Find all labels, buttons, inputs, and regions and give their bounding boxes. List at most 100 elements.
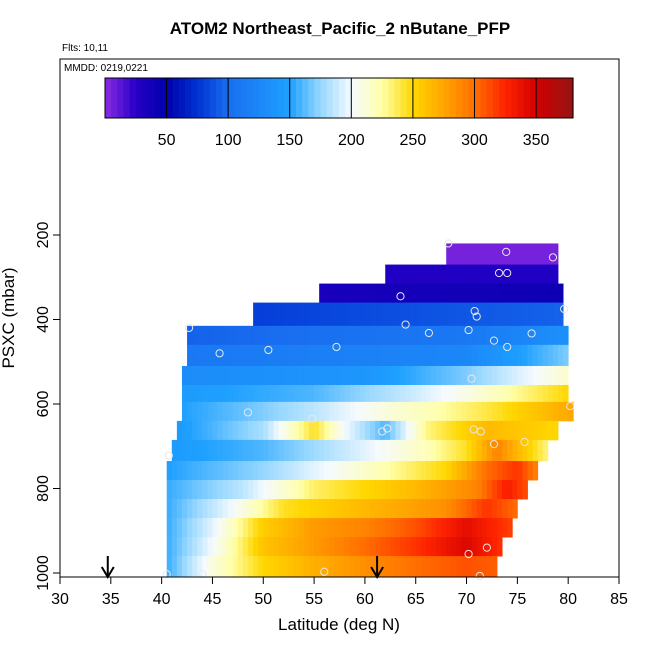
colorbar-segment (542, 78, 549, 118)
heatmap-cell (436, 302, 442, 327)
heatmap-cell (522, 283, 528, 303)
heatmap-cell (502, 283, 508, 303)
heatmap-cell (339, 401, 345, 422)
sample-point (502, 247, 511, 256)
heatmap-cell (364, 283, 371, 303)
heatmap-cell (344, 461, 351, 481)
heatmap-cell (319, 401, 325, 422)
heatmap-cell (354, 439, 361, 462)
x-tick-label: 45 (204, 591, 222, 608)
heatmap-cell (242, 537, 249, 557)
heatmap-cell (537, 365, 544, 386)
heatmap-cell (283, 344, 290, 367)
heatmap-cell (181, 439, 188, 462)
heatmap-cell (456, 264, 462, 284)
heatmap-cell (507, 302, 513, 327)
heatmap-cell (420, 344, 427, 367)
heatmap-cell (486, 518, 493, 538)
heatmap-cell (329, 537, 335, 557)
heatmap-cell (171, 537, 178, 557)
colorbar-segment (277, 78, 285, 118)
plot-frame (59, 58, 620, 578)
heatmap-cell (314, 573, 320, 578)
heatmap-cell (334, 573, 340, 578)
sample-point (320, 567, 329, 576)
heatmap-cell (441, 302, 447, 327)
heatmap-cell (181, 573, 188, 578)
heatmap-cell (268, 573, 274, 578)
heatmap-cell (400, 302, 406, 327)
heatmap-cell (253, 556, 259, 574)
heatmap-cell (334, 499, 340, 519)
heatmap-cell (420, 302, 427, 327)
heatmap-cell (273, 384, 279, 403)
heatmap-cell (369, 461, 376, 481)
heatmap-cell (430, 573, 437, 578)
heatmap-cell (430, 537, 437, 557)
heatmap-cell (237, 518, 244, 538)
heatmap-cell (446, 518, 452, 538)
heatmap-cell (319, 420, 325, 441)
heatmap-cell (542, 302, 549, 327)
heatmap-cell (451, 420, 457, 441)
heatmap-cell (405, 344, 412, 367)
heatmap-cell (197, 480, 203, 500)
heatmap-cell (324, 344, 330, 367)
heatmap-cell (436, 556, 442, 574)
heatmap-cell (293, 365, 300, 386)
heatmap-cell (212, 401, 218, 422)
heatmap-cell (502, 518, 508, 538)
heatmap-cell (502, 401, 508, 422)
sample-point (527, 329, 536, 338)
heatmap-cell (375, 384, 381, 403)
heatmap-cell (324, 302, 330, 327)
heatmap-cell (258, 573, 264, 578)
heatmap-cell (197, 365, 203, 386)
heatmap-cell (232, 344, 239, 367)
y-axis-label: PSXC (mbar) (0, 267, 18, 368)
heatmap-cell (349, 518, 356, 538)
heatmap-cell (502, 365, 508, 386)
heatmap-cell (497, 420, 503, 441)
heatmap-cell (298, 499, 305, 519)
heatmap-cell (217, 344, 224, 367)
heatmap-cell (369, 420, 376, 441)
heatmap-cell (227, 499, 234, 519)
heatmap-cell (242, 461, 249, 481)
heatmap-cell (369, 518, 376, 538)
heatmap-cell (380, 365, 386, 386)
heatmap-cell (466, 420, 473, 441)
heatmap-cell (380, 401, 386, 422)
heatmap-cell (497, 283, 503, 303)
heatmap-cell (263, 384, 269, 403)
sample-point (489, 440, 499, 449)
heatmap-cell (497, 401, 503, 422)
heatmap-cell (390, 499, 396, 519)
heatmap-cell (187, 384, 193, 403)
heatmap-cell (359, 461, 366, 481)
heatmap-cell (212, 499, 218, 519)
heatmap-cell (354, 573, 361, 578)
heatmap-cell (176, 480, 183, 500)
heatmap-cell (283, 461, 290, 481)
colorbar-segment (154, 78, 162, 118)
heatmap-cell (303, 537, 310, 557)
sample-point (424, 328, 434, 338)
heatmap-cell (532, 420, 539, 441)
heatmap-cell (552, 302, 559, 327)
heatmap-cell (410, 518, 417, 538)
heatmap-cell (375, 401, 381, 422)
heatmap-cell (171, 499, 178, 519)
heatmap-cell (222, 499, 229, 519)
heatmap-cell (395, 439, 401, 462)
heatmap-cell (471, 344, 478, 367)
heatmap-cell (425, 439, 432, 462)
heatmap-cell (364, 518, 371, 538)
heatmap-cell (242, 439, 249, 462)
heatmap-cell (364, 302, 371, 327)
heatmap-cell (217, 439, 224, 462)
heatmap-cell (197, 573, 203, 578)
heatmap-cell (390, 518, 396, 538)
heatmap-cell (522, 365, 528, 386)
heatmap-cell (273, 518, 279, 538)
